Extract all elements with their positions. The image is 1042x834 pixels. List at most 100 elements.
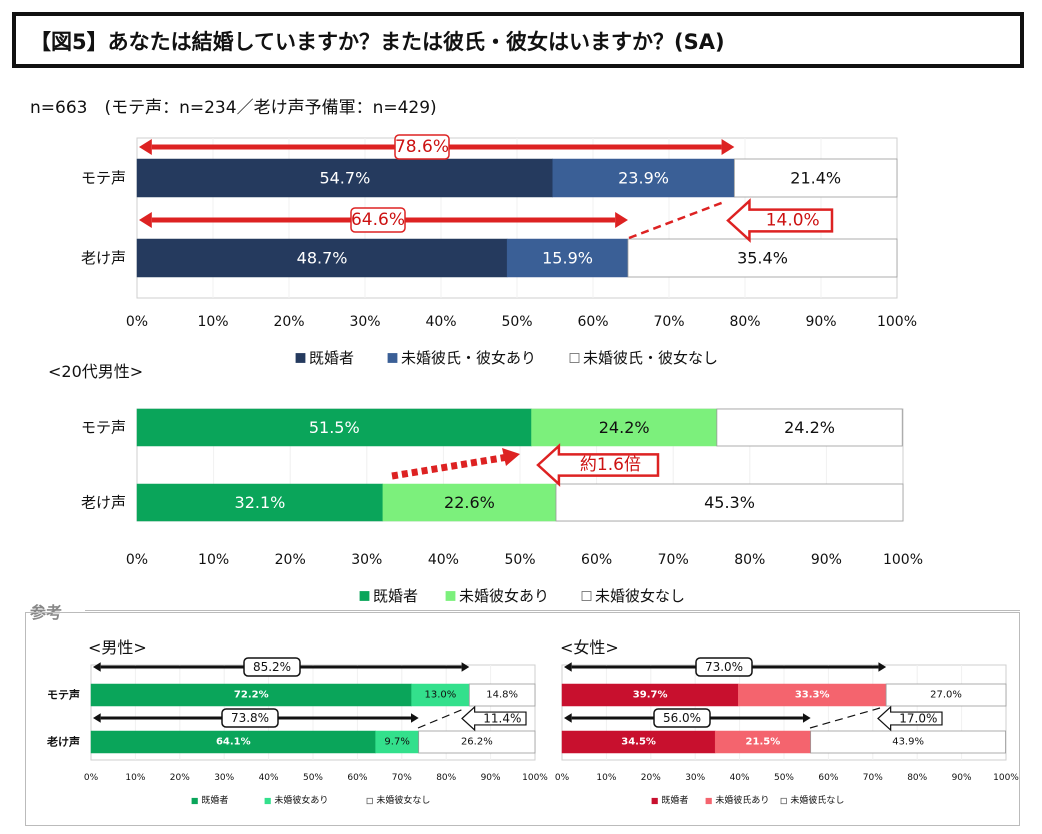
c2-diff-callout-arrow [536,443,660,487]
c1-bar-0-1 [552,158,735,198]
c1-diff-label: 14.0% [766,211,820,231]
c2-tick-label-6: 60% [581,552,612,568]
c3-diff-label: 11.4% [483,712,521,726]
c2-tick-label-8: 80% [734,552,765,568]
c3-tick-label-8: 80% [436,773,456,783]
c1-category-label-0: モテ声 [81,169,126,187]
c4-bar-0-2 [885,683,1007,707]
c3-data-label-1-1: 9.7% [384,737,409,748]
c2-tick-label-9: 90% [811,552,842,568]
c4-data-label-1-2: 43.9% [892,737,924,748]
c4-diff-callout-arrow [877,705,943,732]
c2-tick-label-0: 0% [126,552,148,568]
c1-bar-1-0 [136,238,508,278]
c3-bar-1-2 [418,730,536,754]
c1-tick-label-6: 60% [577,314,608,330]
c3-diff-callout-arrow [461,705,527,732]
c3-legend-label-0: 既婚者 [201,794,228,806]
c2-legend-swatch-0 [359,591,370,601]
c2-tick-label-10: 100% [883,552,923,568]
c4-dashed-connector [809,707,881,729]
c2-bar-0-0 [136,408,532,447]
c1-data-label-1-0: 48.7% [297,249,348,268]
c4-tick-label-4: 40% [730,773,750,783]
c4-tick-label-7: 70% [863,773,883,783]
c1-tick-label-4: 40% [425,314,456,330]
c2-dotted-arrow-line [391,453,509,480]
c3-tick-label-10: 100% [522,773,548,783]
c2-bar-1-0 [136,483,384,522]
c1-diff-callout-arrow [726,198,834,243]
c3-legend-label-2: 未婚彼女なし [376,794,430,806]
c2-legend-swatch-1 [445,591,456,601]
c2-legend-label-0: 既婚者 [373,587,418,605]
c3-total-label-1: 73.8% [231,711,269,725]
c1-total-label-1: 64.6% [351,210,405,230]
c2-tick-label-3: 30% [351,552,382,568]
c1-total-arrow-right-1 [615,212,628,228]
c2-bar-1-2 [555,483,904,522]
c4-data-label-1-1: 21.5% [746,737,781,748]
c4-total-label-0: 73.0% [705,660,743,674]
c4-total-arrow-right-1 [802,713,811,723]
section-20s-male-label: <20代男性> [48,362,144,381]
c1-legend-swatch-1 [387,353,398,363]
c3-tick-label-0: 0% [84,773,99,783]
c1-legend-swatch-2 [569,353,580,363]
c4-tick-label-2: 20% [641,773,661,783]
c2-data-label-0-1: 24.2% [599,418,650,437]
c3-tick-label-3: 30% [214,773,234,783]
c4-data-label-0-0: 39.7% [633,690,668,701]
c3-total-arrow-right-1 [410,713,419,723]
c1-tick-label-10: 100% [877,314,917,330]
c3-category-label-1: 老け声 [46,735,80,749]
c4-diff-label: 17.0% [899,712,937,726]
c2-legend-swatch-2 [581,591,592,601]
c3-total-label-box-0 [243,657,301,677]
c4-data-label-1-0: 34.5% [621,737,656,748]
c3-data-label-0-1: 13.0% [425,690,457,701]
c2-tick-label-2: 20% [275,552,306,568]
c3-data-label-0-2: 14.8% [486,690,518,701]
c1-data-label-1-2: 35.4% [737,249,788,268]
c1-data-label-0-2: 21.4% [790,169,841,188]
c2-tick-label-4: 40% [428,552,459,568]
c4-bar-1-2 [810,730,1006,754]
c1-tick-label-1: 10% [197,314,228,330]
c2-diff-label: 約1.6倍 [580,455,641,475]
c2-bar-1-1 [382,483,557,522]
c3-tick-label-2: 20% [170,773,190,783]
c4-legend-label-0: 既婚者 [661,794,688,806]
c3-bar-0-2 [468,683,536,707]
c4-total-arrow-right-0 [878,662,887,672]
c1-data-label-0-1: 23.9% [618,169,669,188]
c2-bar-0-1 [531,408,718,447]
c2-legend-label-2: 未婚彼女なし [595,587,685,605]
c2-bar-0-2 [716,408,903,447]
reference-box [25,612,1020,826]
c1-data-label-0-0: 54.7% [319,169,370,188]
c3-legend-swatch-2 [366,797,373,805]
c4-total-arrow-left-0 [564,662,572,672]
c2-tick-label-5: 50% [504,552,535,568]
title-box: 【図5】あなたは結婚していますか？または彼氏・彼女はいますか？(SA) [12,12,1024,68]
c1-category-label-1: 老け声 [81,249,126,267]
c4-tick-label-6: 60% [818,773,838,783]
c2-data-label-1-1: 22.6% [444,493,495,512]
c3-legend-swatch-0 [191,797,198,805]
c4-tick-label-10: 100% [993,773,1019,783]
c1-dashed-connector [628,200,725,240]
c1-legend-swatch-0 [295,353,306,363]
c3-tick-label-9: 90% [481,773,501,783]
figure-title: 【図5】あなたは結婚していますか？または彼氏・彼女はいますか？(SA) [30,30,725,54]
c2-data-label-1-0: 32.1% [235,493,286,512]
c2-category-label-1: 老け声 [81,494,126,512]
c4-legend-swatch-2 [780,797,787,805]
c3-data-label-1-2: 26.2% [461,737,493,748]
c4-tick-label-3: 30% [685,773,705,783]
c1-tick-label-3: 30% [349,314,380,330]
c1-tick-label-0: 0% [126,314,148,330]
c4-tick-label-9: 90% [952,773,972,783]
c3-category-label-0: モテ声 [47,688,80,702]
c1-total-arrow-left-1 [139,212,152,228]
